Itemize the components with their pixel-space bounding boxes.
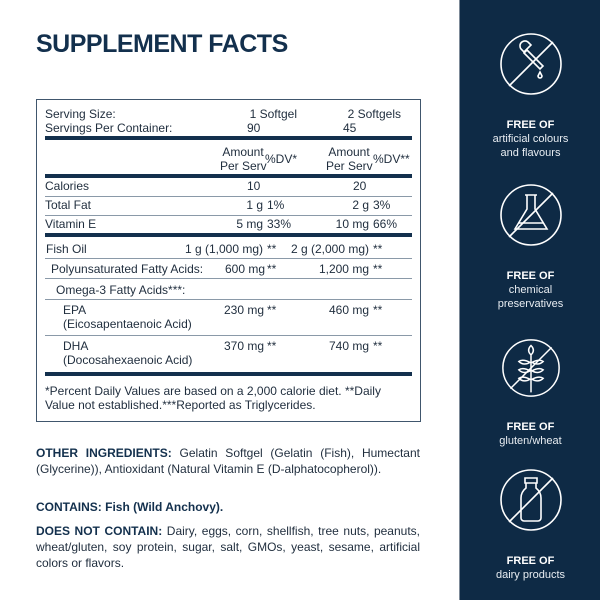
feature-title: FREE OF [506,555,555,567]
divider [45,335,412,336]
row-dv-1: ** [267,262,277,276]
divider [45,258,412,259]
feature-desc: gluten/wheat [499,435,562,447]
no-dropper-icon [499,33,562,95]
no-flask-icon [499,184,562,246]
row-dv-2: 66% [373,217,398,231]
divider [45,278,412,279]
free-of-sidebar: FREE OF artificial colours and flavours … [459,0,600,600]
divider [45,136,412,140]
row-amount-2: 10 mg [335,217,369,231]
row-dv-2: ** [373,339,383,353]
serving-size-2: 2 Softgels [347,107,401,121]
row-amount-1: 230 mg [223,303,264,317]
feature-desc: preservatives [497,298,564,310]
feature-no-gluten: FREE OF gluten/wheat [460,338,600,448]
amount-header-1: Amount Per Serv [220,145,267,173]
dv-header-1: %DV* [265,152,298,166]
contains: CONTAINS: Fish (Wild Anchovy). [36,500,224,514]
row-sublabel: (Eicosapentaenoic Acid) [63,317,192,331]
no-wheat-icon [501,339,560,397]
row-amount-2: 460 mg [328,303,369,317]
row-label: Polyunsaturated Fatty Acids: [51,262,204,276]
row-amount-1: 370 mg [223,339,264,353]
serving-size-1: 1 Softgel [249,107,297,121]
row-amount-2: 740 mg [328,339,369,353]
serving-size-label: Serving Size: [45,107,116,121]
feature-no-dairy: FREE OF dairy products [460,468,600,582]
divider [45,233,412,237]
row-amount-2: 2 g (2,000 mg) [290,242,369,256]
feature-desc: chemical [508,284,553,296]
amount-header-2: Amount Per Serv [326,145,373,173]
row-dv-2: ** [373,262,383,276]
row-sublabel: (Docosahexaenoic Acid) [63,353,193,367]
row-label: Calories [45,179,90,193]
feature-desc: dairy products [495,569,566,581]
servings-1: 90 [247,121,261,135]
footnote-line-2: Value not established.***Reported as Tri… [45,398,316,412]
row-amount-1: 10 [247,179,261,193]
no-milk-bottle-icon [499,469,562,531]
row-amount-2: 20 [353,179,367,193]
row-dv-1: ** [267,303,277,317]
row-dv-2: 3% [373,198,391,212]
servings-label: Servings Per Container: [45,121,173,135]
dv-header-2: %DV** [373,152,410,166]
feature-desc: and flavours [500,147,561,159]
row-dv-1: 33% [267,217,292,231]
row-dv-2: ** [373,242,383,256]
feature-no-chemical-preservatives: FREE OF chemical preservatives [460,183,600,311]
servings-2: 45 [343,121,357,135]
other-ingredients: OTHER INGREDIENTS: Gelatin Softgel (Gela… [36,446,420,476]
divider [45,215,412,216]
does-not-contain: DOES NOT CONTAIN: Dairy, eggs, corn, she… [36,524,420,570]
row-dv-1: ** [267,339,277,353]
page-title: SUPPLEMENT FACTS [36,30,288,58]
feature-title: FREE OF [506,270,555,282]
feature-title: FREE OF [506,421,555,433]
row-label: EPA [63,303,87,317]
row-dv-1: ** [267,242,277,256]
row-amount-1: 1 g [246,198,263,212]
row-amount-1: 600 mg [224,262,265,276]
footnote-line-1: *Percent Daily Values are based on a 2,0… [45,384,381,398]
row-label: DHA [63,339,89,353]
row-label: Total Fat [45,198,92,212]
row-label: Fish Oil [46,242,87,256]
row-amount-2: 1,200 mg [318,262,369,276]
feature-no-artificial-colours: FREE OF artificial colours and flavours [460,32,600,160]
row-amount-2: 2 g [352,198,369,212]
row-label: Omega-3 Fatty Acids***: [56,283,186,297]
row-dv-1: 1% [267,198,285,212]
row-label: Vitamin E [45,217,97,231]
divider [45,174,412,178]
supplement-facts-table: Serving Size: 1 Softgel 2 Softgels Servi… [36,99,421,422]
divider [45,372,412,376]
row-amount-1: 1 g (1,000 mg) [184,242,263,256]
feature-title: FREE OF [506,119,555,131]
divider [45,299,412,300]
row-amount-1: 5 mg [236,217,263,231]
divider [45,196,412,197]
row-dv-2: ** [373,303,383,317]
feature-desc: artificial colours [492,133,569,145]
